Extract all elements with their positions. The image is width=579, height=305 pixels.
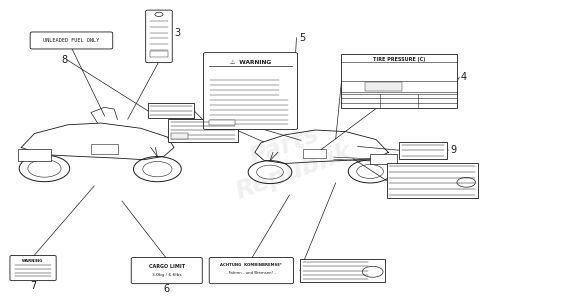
- Text: 3.0kg / 6.6lbs: 3.0kg / 6.6lbs: [152, 273, 182, 277]
- Bar: [370, 154, 397, 164]
- Bar: [300, 259, 386, 282]
- FancyBboxPatch shape: [10, 255, 56, 281]
- Text: - Fahren - und Bremsen! -: - Fahren - und Bremsen! -: [226, 271, 276, 275]
- Text: 4: 4: [461, 72, 467, 82]
- Bar: [18, 149, 51, 161]
- Text: ACHTUNG  KOMBINBREMSE*: ACHTUNG KOMBINBREMSE*: [221, 264, 283, 267]
- Text: WARNING: WARNING: [23, 259, 44, 263]
- FancyBboxPatch shape: [30, 32, 113, 49]
- Text: CARGO LIMIT: CARGO LIMIT: [149, 264, 185, 269]
- Bar: [387, 163, 478, 198]
- FancyBboxPatch shape: [203, 52, 298, 129]
- Text: 3: 3: [174, 28, 180, 38]
- Text: 6: 6: [164, 284, 170, 294]
- Text: 7: 7: [30, 281, 36, 291]
- Text: 5: 5: [299, 33, 305, 43]
- Text: ⚠  WARNING: ⚠ WARNING: [230, 60, 271, 65]
- Bar: [303, 149, 327, 158]
- Bar: [91, 144, 118, 154]
- Text: UNLEADED FUEL ONLY: UNLEADED FUEL ONLY: [43, 38, 100, 43]
- Text: Parts
Republik: Parts Republik: [223, 113, 356, 204]
- Bar: [400, 142, 446, 159]
- Bar: [151, 51, 168, 57]
- FancyBboxPatch shape: [209, 257, 294, 284]
- FancyBboxPatch shape: [146, 10, 172, 63]
- Text: 9: 9: [450, 145, 456, 155]
- Bar: [342, 54, 457, 109]
- Bar: [168, 119, 237, 142]
- Text: 8: 8: [61, 55, 68, 65]
- Text: TIRE PRESSURE (C): TIRE PRESSURE (C): [373, 57, 426, 62]
- Bar: [170, 133, 188, 139]
- Bar: [148, 103, 194, 119]
- Bar: [209, 120, 235, 125]
- FancyBboxPatch shape: [131, 257, 202, 284]
- Bar: [365, 82, 402, 91]
